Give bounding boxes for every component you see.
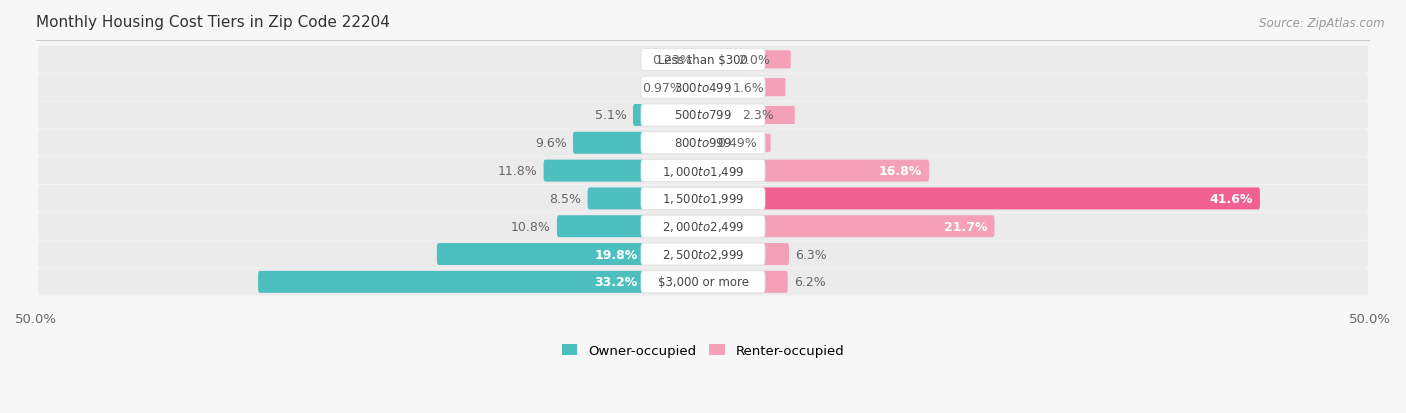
Text: $500 to $799: $500 to $799 bbox=[673, 109, 733, 122]
FancyBboxPatch shape bbox=[641, 77, 765, 99]
FancyBboxPatch shape bbox=[641, 271, 765, 293]
FancyBboxPatch shape bbox=[641, 49, 765, 71]
Text: 0.23%: 0.23% bbox=[652, 54, 692, 66]
Text: $1,500 to $1,999: $1,500 to $1,999 bbox=[662, 192, 744, 206]
Text: $3,000 or more: $3,000 or more bbox=[658, 276, 748, 289]
FancyBboxPatch shape bbox=[641, 216, 765, 237]
Text: 5.1%: 5.1% bbox=[595, 109, 627, 122]
Text: 6.2%: 6.2% bbox=[794, 276, 825, 289]
FancyBboxPatch shape bbox=[762, 135, 770, 152]
Text: 1.6%: 1.6% bbox=[733, 81, 763, 95]
Text: 19.8%: 19.8% bbox=[595, 248, 638, 261]
Text: 2.0%: 2.0% bbox=[738, 54, 769, 66]
FancyBboxPatch shape bbox=[761, 216, 994, 237]
Text: 41.6%: 41.6% bbox=[1209, 192, 1253, 205]
FancyBboxPatch shape bbox=[38, 213, 1368, 240]
Text: $800 to $999: $800 to $999 bbox=[673, 137, 733, 150]
Text: 0.49%: 0.49% bbox=[717, 137, 758, 150]
FancyBboxPatch shape bbox=[761, 160, 929, 182]
Text: 33.2%: 33.2% bbox=[595, 276, 638, 289]
FancyBboxPatch shape bbox=[633, 105, 645, 127]
Text: 21.7%: 21.7% bbox=[943, 220, 987, 233]
FancyBboxPatch shape bbox=[557, 216, 645, 237]
FancyBboxPatch shape bbox=[641, 188, 765, 210]
FancyBboxPatch shape bbox=[641, 105, 765, 127]
FancyBboxPatch shape bbox=[38, 47, 1368, 74]
Text: Monthly Housing Cost Tiers in Zip Code 22204: Monthly Housing Cost Tiers in Zip Code 2… bbox=[37, 15, 389, 30]
Text: 0.97%: 0.97% bbox=[643, 81, 682, 95]
FancyBboxPatch shape bbox=[762, 79, 786, 97]
FancyBboxPatch shape bbox=[437, 244, 645, 266]
FancyBboxPatch shape bbox=[38, 130, 1368, 157]
FancyBboxPatch shape bbox=[38, 268, 1368, 296]
FancyBboxPatch shape bbox=[641, 133, 765, 154]
FancyBboxPatch shape bbox=[38, 74, 1368, 102]
Text: 16.8%: 16.8% bbox=[879, 165, 922, 178]
Text: 11.8%: 11.8% bbox=[498, 165, 537, 178]
FancyBboxPatch shape bbox=[761, 188, 1260, 210]
Text: Less than $300: Less than $300 bbox=[658, 54, 748, 66]
Legend: Owner-occupied, Renter-occupied: Owner-occupied, Renter-occupied bbox=[561, 344, 845, 358]
FancyBboxPatch shape bbox=[38, 102, 1368, 129]
FancyBboxPatch shape bbox=[544, 160, 645, 182]
FancyBboxPatch shape bbox=[641, 160, 765, 182]
Text: $1,000 to $1,499: $1,000 to $1,499 bbox=[662, 164, 744, 178]
FancyBboxPatch shape bbox=[641, 244, 765, 266]
FancyBboxPatch shape bbox=[38, 158, 1368, 185]
Text: 6.3%: 6.3% bbox=[794, 248, 827, 261]
FancyBboxPatch shape bbox=[588, 188, 645, 210]
Text: 9.6%: 9.6% bbox=[536, 137, 567, 150]
Text: 8.5%: 8.5% bbox=[550, 192, 582, 205]
Text: Source: ZipAtlas.com: Source: ZipAtlas.com bbox=[1260, 17, 1385, 29]
Text: $2,500 to $2,999: $2,500 to $2,999 bbox=[662, 247, 744, 261]
Text: $2,000 to $2,499: $2,000 to $2,499 bbox=[662, 220, 744, 234]
Text: 2.3%: 2.3% bbox=[742, 109, 773, 122]
FancyBboxPatch shape bbox=[38, 241, 1368, 268]
FancyBboxPatch shape bbox=[259, 271, 645, 293]
FancyBboxPatch shape bbox=[761, 244, 789, 266]
FancyBboxPatch shape bbox=[761, 271, 787, 293]
Text: $300 to $499: $300 to $499 bbox=[673, 81, 733, 95]
FancyBboxPatch shape bbox=[762, 51, 790, 69]
FancyBboxPatch shape bbox=[572, 133, 645, 154]
FancyBboxPatch shape bbox=[762, 107, 794, 125]
FancyBboxPatch shape bbox=[38, 185, 1368, 213]
Text: 10.8%: 10.8% bbox=[510, 220, 551, 233]
